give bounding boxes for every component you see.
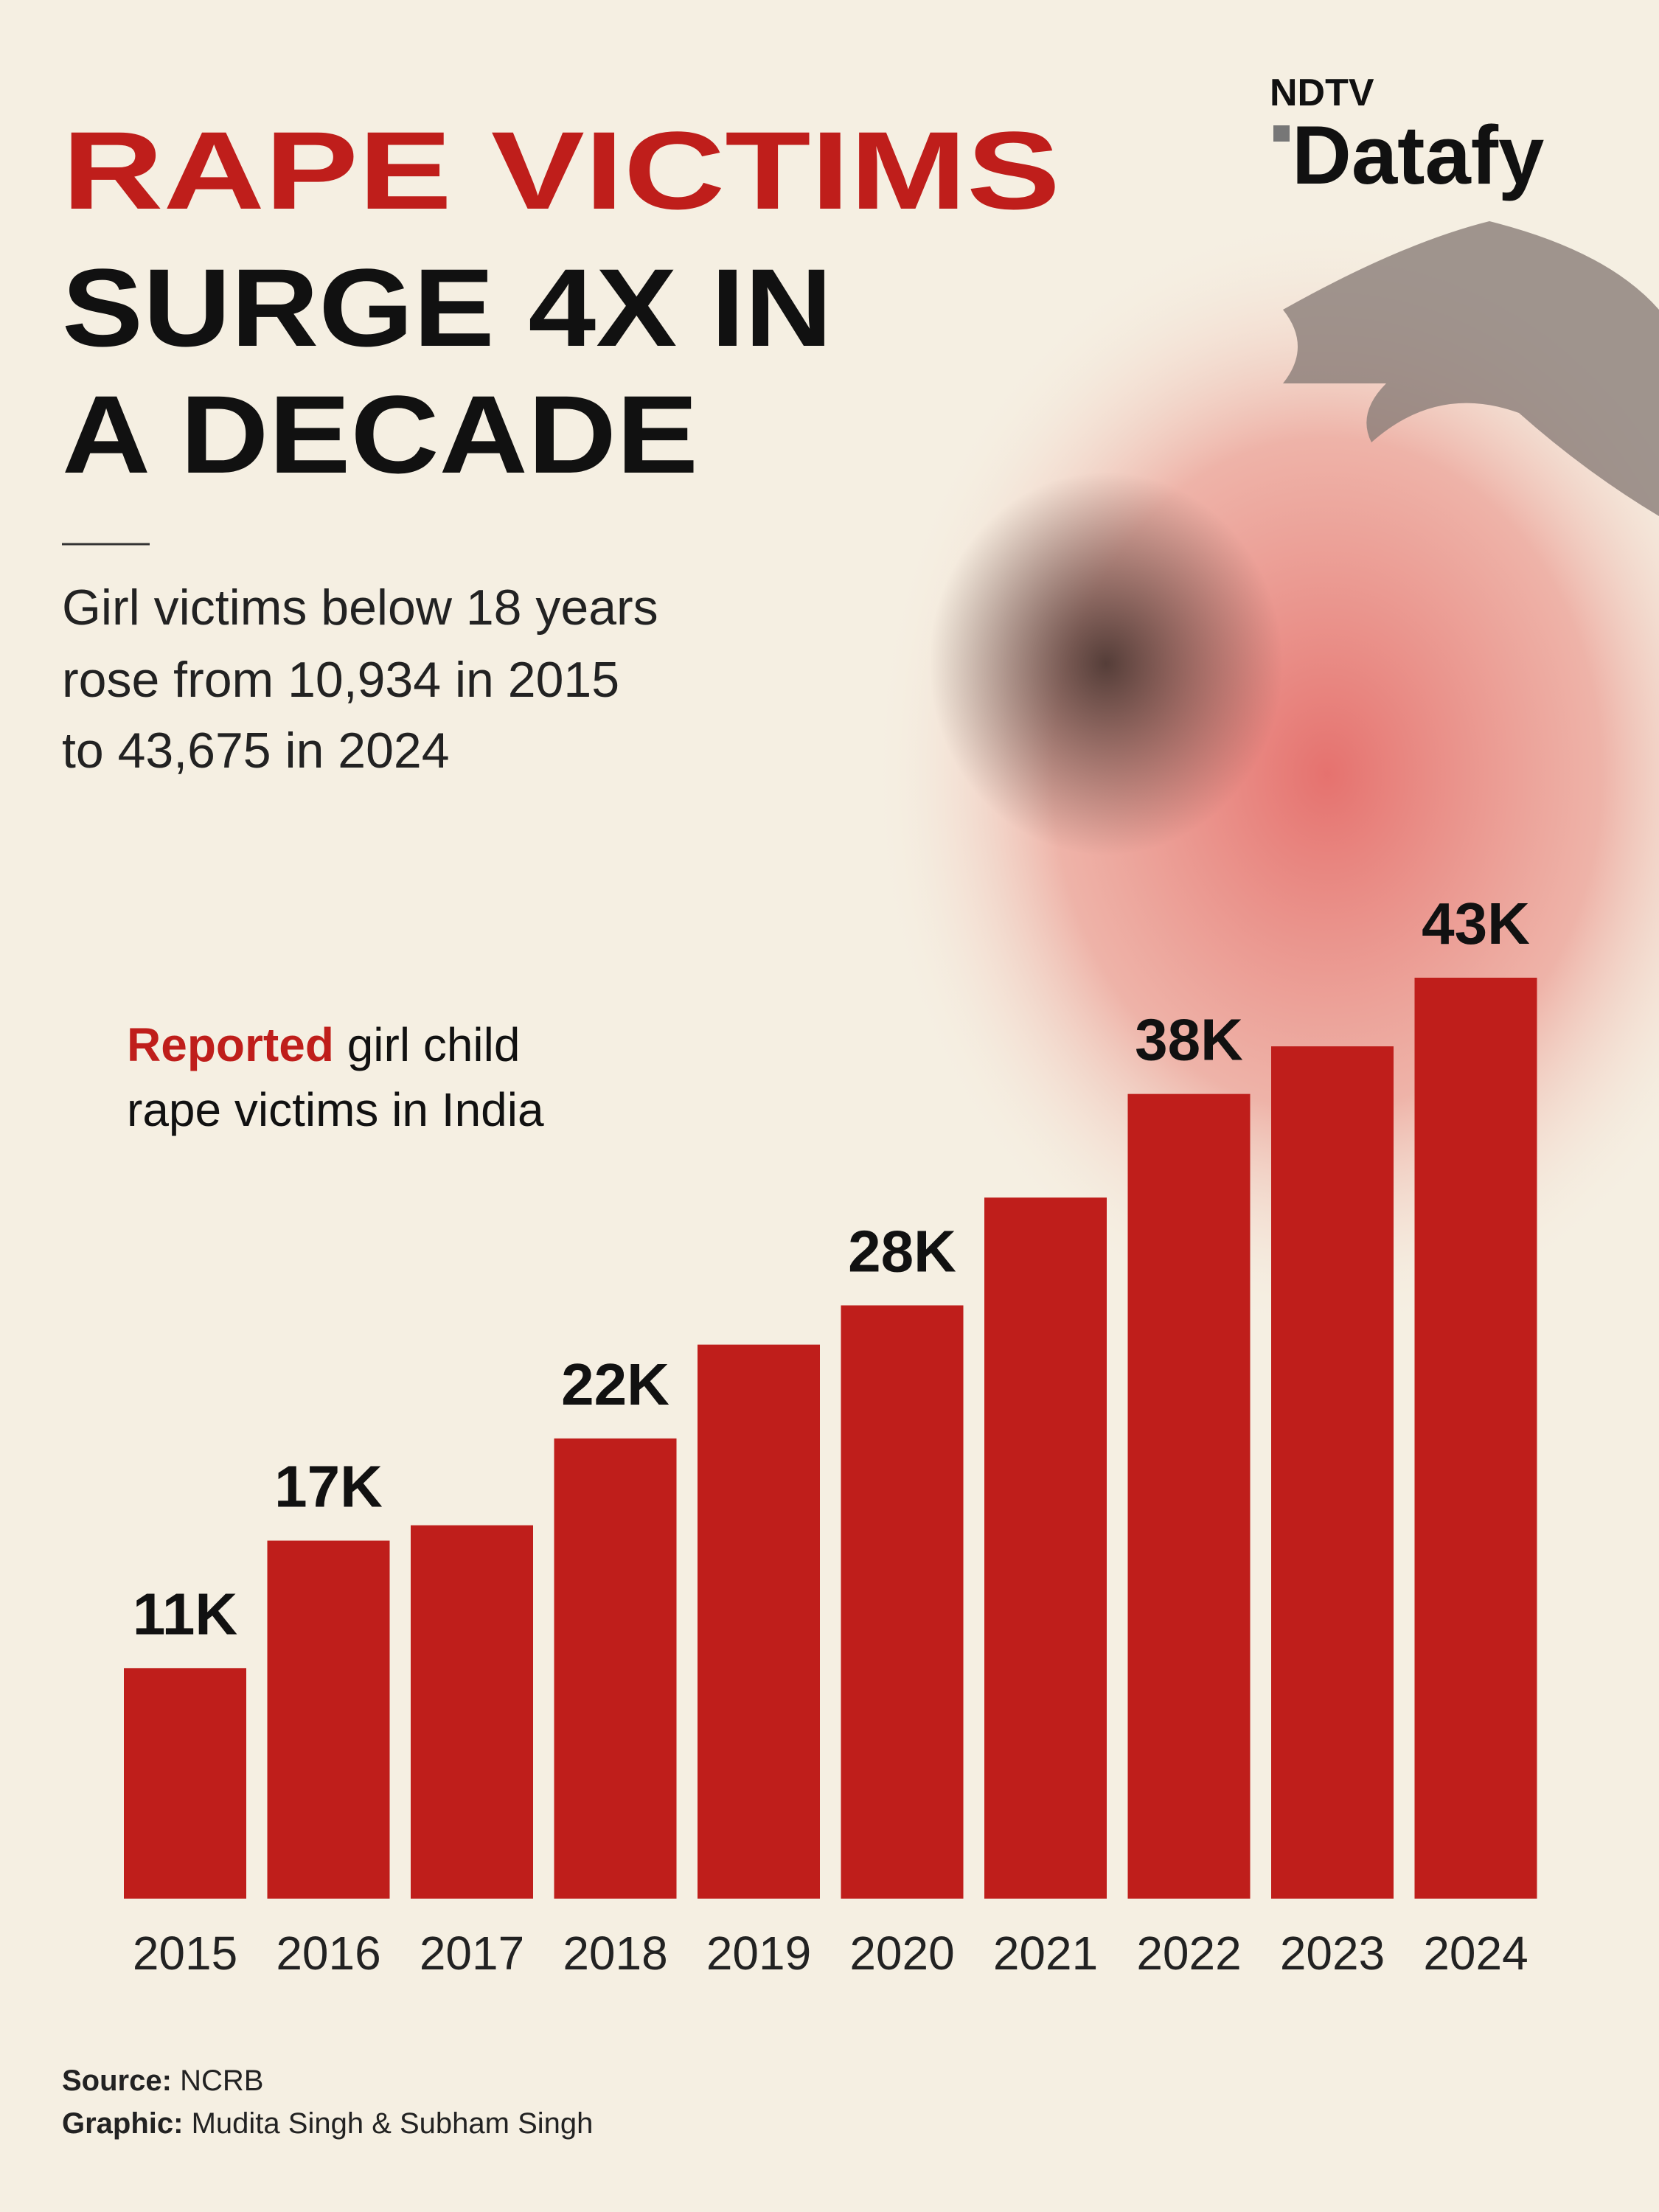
chart-label: rape victims in India [127, 1083, 544, 1136]
credit-text: Mudita Singh & Subham Singh [192, 2107, 594, 2140]
headline: SURGE 4X IN [62, 246, 832, 369]
summary-line: to 43,675 in 2024 [62, 723, 450, 779]
bar [1127, 1093, 1251, 1899]
value-label: 11K [133, 1581, 238, 1646]
value-label: 43K [1422, 891, 1530, 956]
credit: Graphic: Mudita Singh & Subham Singh [62, 2107, 593, 2140]
bar [1414, 978, 1537, 1899]
bar [124, 1668, 246, 1899]
bar-chart: 2015 11K 2016 17K 2017 2018 22K 2019 2020 28K 2021… [124, 891, 1537, 1980]
x-tick-label: 2023 [1280, 1927, 1385, 1980]
value-label: 28K [848, 1218, 956, 1284]
credit-label: Graphic: [62, 2107, 183, 2140]
x-tick-label: 2022 [1136, 1927, 1241, 1980]
bar [554, 1438, 677, 1899]
bar [984, 1197, 1107, 1899]
logo-top: NDTV [1270, 72, 1374, 114]
value-label: 17K [274, 1453, 383, 1519]
source-label: Source: [62, 2065, 172, 2097]
logo-mark [1273, 125, 1290, 142]
source: Source: NCRB [62, 2065, 263, 2097]
hand-illustration [1283, 221, 1659, 516]
x-tick-label: 2015 [133, 1927, 237, 1980]
bar [841, 1305, 964, 1899]
chart-label-text: girl child [347, 1018, 521, 1071]
bar [411, 1525, 533, 1899]
bar [1271, 1046, 1394, 1899]
x-tick-label: 2017 [420, 1927, 524, 1980]
bar [267, 1540, 390, 1899]
summary-line: rose from 10,934 in 2015 [62, 652, 619, 708]
x-tick-label: 2016 [276, 1927, 380, 1980]
bar [698, 1344, 820, 1899]
x-tick-label: 2018 [563, 1927, 667, 1980]
value-label: 22K [561, 1352, 669, 1417]
summary-line: Girl victims below 18 years [62, 580, 658, 636]
illustration-shape [929, 472, 1283, 855]
x-tick-label: 2021 [993, 1927, 1098, 1980]
chart-label-highlight: Reported [127, 1018, 334, 1071]
headline: A DECADE [62, 372, 698, 496]
x-tick-label: 2020 [849, 1927, 954, 1980]
source-text: NCRB [180, 2065, 263, 2097]
logo-bottom: Datafy [1292, 109, 1544, 201]
x-tick-label: 2019 [706, 1927, 811, 1980]
chart-label: Reported girl child [127, 1018, 520, 1071]
x-tick-label: 2024 [1423, 1927, 1528, 1980]
value-label: 38K [1135, 1007, 1243, 1073]
headline: RAPE VICTIMS [62, 108, 1060, 232]
